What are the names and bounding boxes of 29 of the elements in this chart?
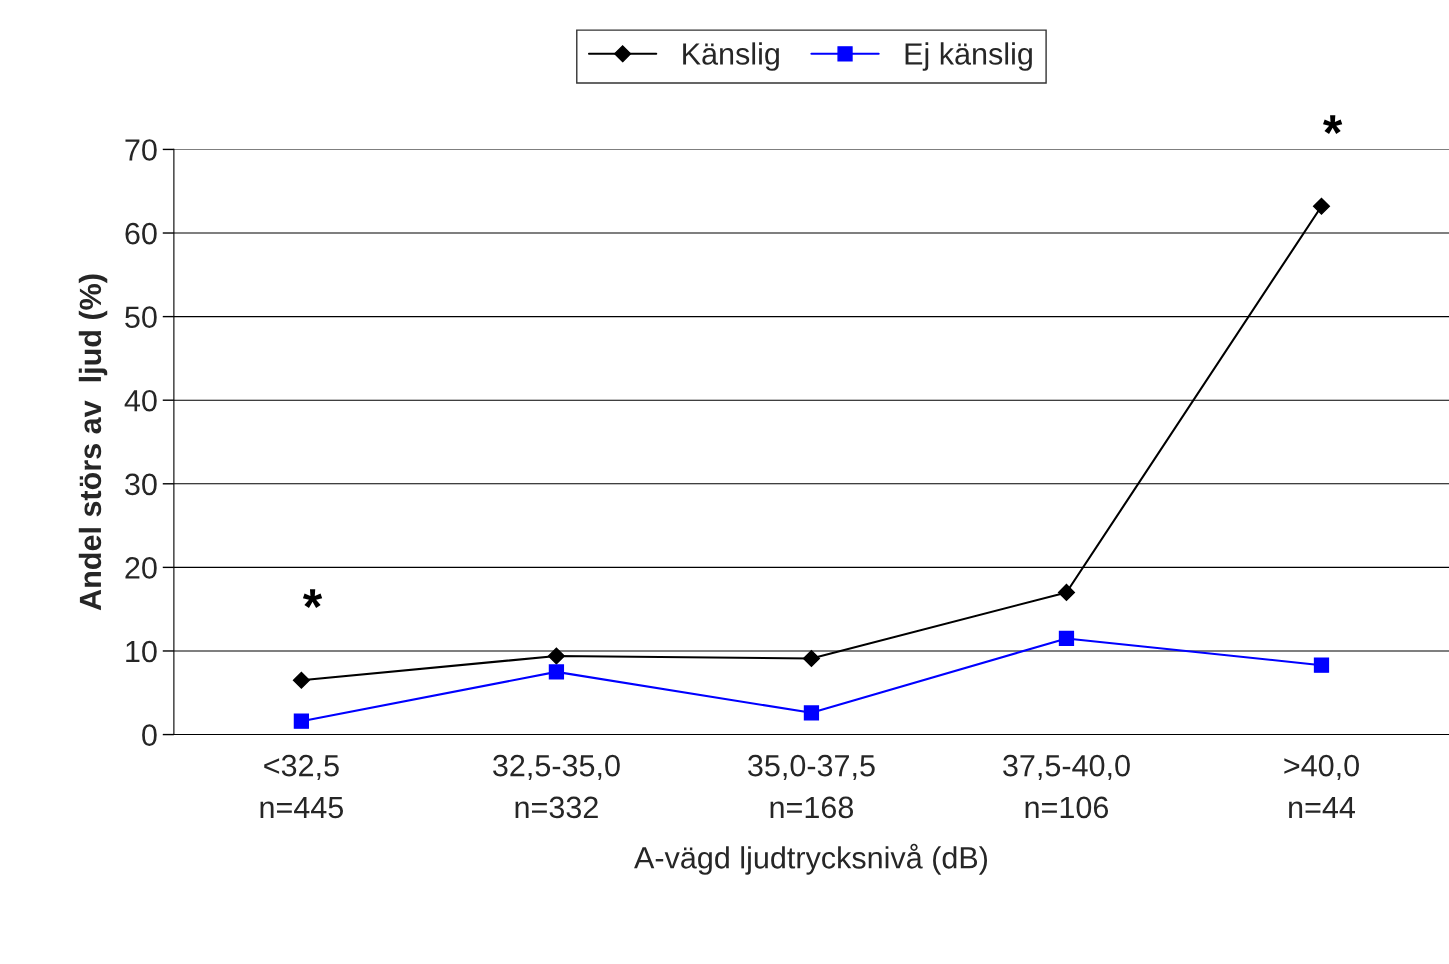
x-tick-label: <32,5 n=445: [260, 754, 344, 819]
x-tick-label: 32,5-35,0 n=332: [493, 754, 620, 819]
y-tick-label: 20: [125, 557, 157, 579]
point: [1057, 583, 1076, 602]
y-tick-label: 30: [125, 473, 157, 496]
y-tick-label: 60: [125, 222, 157, 245]
point: [802, 649, 820, 668]
point: [547, 647, 565, 665]
point: [1313, 657, 1330, 673]
x-axis-title: A-vägd ljudtrycksnivå (dB): [634, 843, 988, 875]
x-tick-label: >40,0 n=44: [1284, 754, 1359, 818]
legend-label: Ej känslig: [905, 42, 1032, 71]
point: [803, 705, 820, 721]
legend-label: Känslig: [683, 42, 779, 71]
point: [548, 664, 565, 680]
point: [1312, 197, 1331, 215]
y-tick-label: 10: [126, 640, 157, 663]
y-tick-label: 70: [125, 139, 157, 161]
annotation: *: [1323, 115, 1343, 134]
y-tick-label: 50: [125, 306, 157, 328]
annotation: *: [302, 589, 323, 608]
x-tick-label: 37,5-40,0 n=106: [1003, 754, 1130, 819]
point: [1058, 630, 1075, 647]
point: [293, 713, 310, 729]
point: [292, 671, 310, 689]
y-tick-label: 40: [124, 389, 157, 412]
y-tick-label: 0: [142, 724, 157, 746]
y-axis-title: Andel störs av ljud (%): [78, 274, 108, 611]
x-tick-label: 35,0-37,5 n=168: [748, 754, 875, 819]
